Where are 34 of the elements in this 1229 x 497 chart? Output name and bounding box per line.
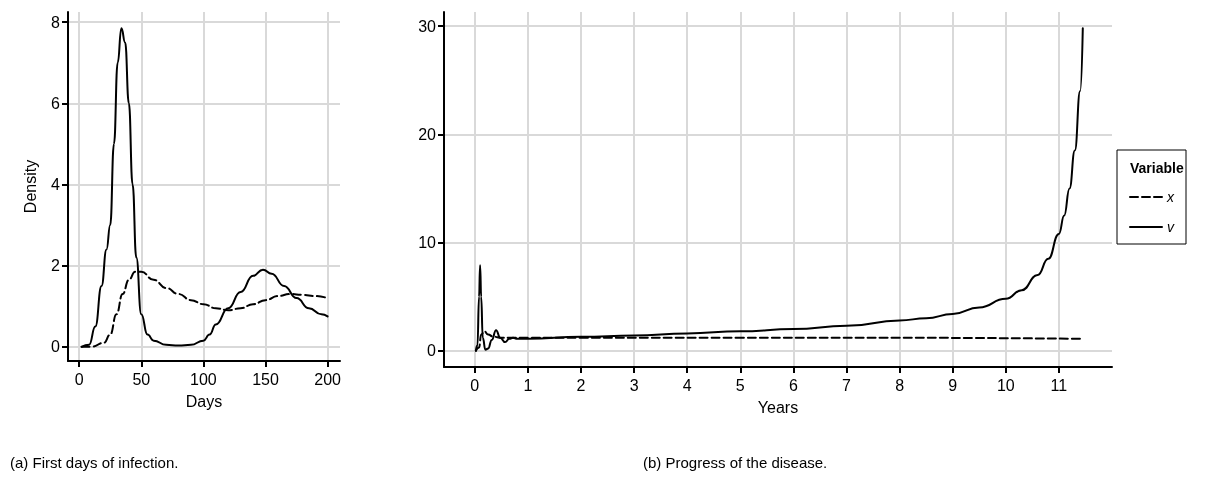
- x-axis-title: Years: [757, 398, 799, 416]
- text: (a) First days of infection.: [10, 454, 179, 471]
- y-axis-title: Density: [21, 159, 39, 214]
- y-tick-label: 8: [51, 13, 61, 31]
- x-tick-label: 0: [74, 370, 84, 388]
- x-tick-label: 150: [252, 370, 279, 388]
- legend-label: v: [1167, 219, 1175, 235]
- x-tick-label: 3: [629, 376, 639, 394]
- y-tick-label: 2: [51, 257, 61, 275]
- y-tick-label: 0: [51, 338, 61, 356]
- x-tick-label: 0: [470, 376, 480, 394]
- x-tick-label: 1: [523, 376, 533, 394]
- y-tick-label: 0: [427, 342, 437, 360]
- x-tick-label: 11: [1050, 376, 1068, 394]
- x-tick-label: 4: [682, 376, 692, 394]
- legend-title: Variable: [1130, 160, 1184, 176]
- y-tick-label: 30: [418, 17, 437, 35]
- x-tick-label: 8: [895, 376, 905, 394]
- x-tick-label: 50: [132, 370, 151, 388]
- x-tick-label: 100: [190, 370, 217, 388]
- x-tick-label: 2: [576, 376, 586, 394]
- x-tick-label: 9: [948, 376, 958, 394]
- legend-label: x: [1166, 189, 1175, 205]
- y-tick-label: 4: [51, 175, 61, 193]
- x-axis-title: Days: [185, 392, 223, 410]
- y-tick-label: 20: [418, 125, 437, 143]
- x-tick-label: 10: [996, 376, 1015, 394]
- x-tick-label: 5: [735, 376, 745, 394]
- y-tick-label: 6: [51, 94, 61, 112]
- x-tick-label: 7: [842, 376, 852, 394]
- y-tick-label: 10: [418, 234, 437, 252]
- x-tick-label: 200: [314, 370, 342, 388]
- text: (b) Progress of the disease.: [643, 454, 828, 471]
- x-tick-label: 6: [788, 376, 798, 394]
